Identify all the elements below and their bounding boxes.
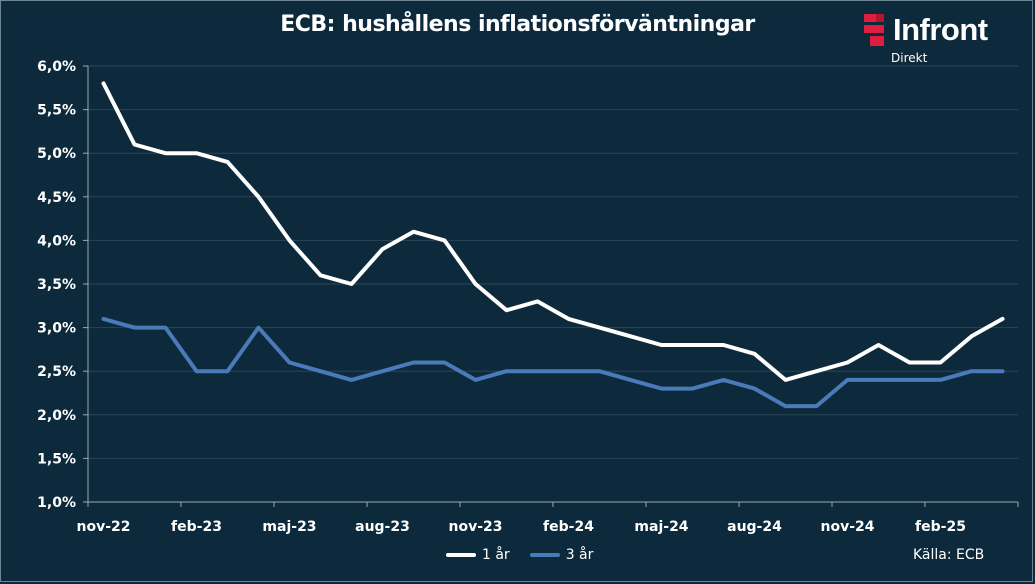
x-tick-labels: nov-22 feb-23 maj-23 aug-23 nov-23 feb-24 maj-… — [76, 519, 965, 535]
x-tick-label: maj-23 — [262, 519, 316, 535]
legend: 1 år 3 år — [446, 547, 613, 563]
y-tick-label: 2,0% — [37, 408, 76, 424]
axes — [83, 65, 1019, 507]
gridlines — [88, 65, 1018, 459]
source-note: Källa: ECB — [913, 547, 985, 563]
y-tick-label: 1,5% — [37, 451, 76, 467]
y-tick-label: 5,5% — [37, 103, 76, 119]
logo-name: Infront — [893, 12, 988, 47]
legend-swatch-1ar — [446, 553, 476, 557]
y-tick-label: 4,5% — [37, 190, 76, 206]
legend-item-1ar: 1 år — [446, 547, 510, 563]
x-tick-label: nov-23 — [448, 519, 502, 535]
y-tick-label: 1,0% — [37, 495, 76, 511]
y-tick-labels: 1,0% 1,5% 2,0% 2,5% 3,0% 3,5% 4,0% 4,5% 5,0% 5,5%… — [37, 59, 76, 511]
x-tick-label: aug-24 — [727, 519, 782, 535]
legend-swatch-3ar — [529, 553, 560, 557]
x-tick-label: feb-23 — [171, 519, 222, 535]
x-tick-label: aug-23 — [355, 519, 410, 535]
x-tick-label: feb-25 — [915, 519, 966, 535]
y-tick-label: 3,0% — [37, 321, 76, 337]
chart-title: ECB: hushållens inflationsförväntningar — [280, 12, 755, 37]
y-tick-label: 5,0% — [37, 146, 76, 162]
legend-item-3ar: 3 år — [529, 547, 594, 563]
legend-label-1ar: 1 år — [482, 547, 510, 563]
logo-subtitle: Direkt — [891, 51, 928, 65]
infront-logo: Infront Direkt — [864, 12, 1024, 68]
x-tick-label: feb-24 — [543, 519, 594, 535]
series-lines — [101, 81, 1005, 409]
series-line-1 — [101, 81, 1005, 382]
series-line-2 — [101, 316, 1005, 409]
infront-logo-mark-icon — [864, 14, 884, 46]
x-tick-label: nov-24 — [820, 519, 874, 535]
y-tick-label: 2,5% — [37, 364, 76, 380]
y-tick-label: 3,5% — [37, 277, 76, 293]
x-tick-label: nov-22 — [76, 519, 130, 535]
y-tick-label: 4,0% — [37, 233, 76, 249]
y-tick-label: 6,0% — [37, 59, 76, 75]
x-tick-label: maj-24 — [634, 519, 688, 535]
legend-label-3ar: 3 år — [565, 547, 594, 563]
